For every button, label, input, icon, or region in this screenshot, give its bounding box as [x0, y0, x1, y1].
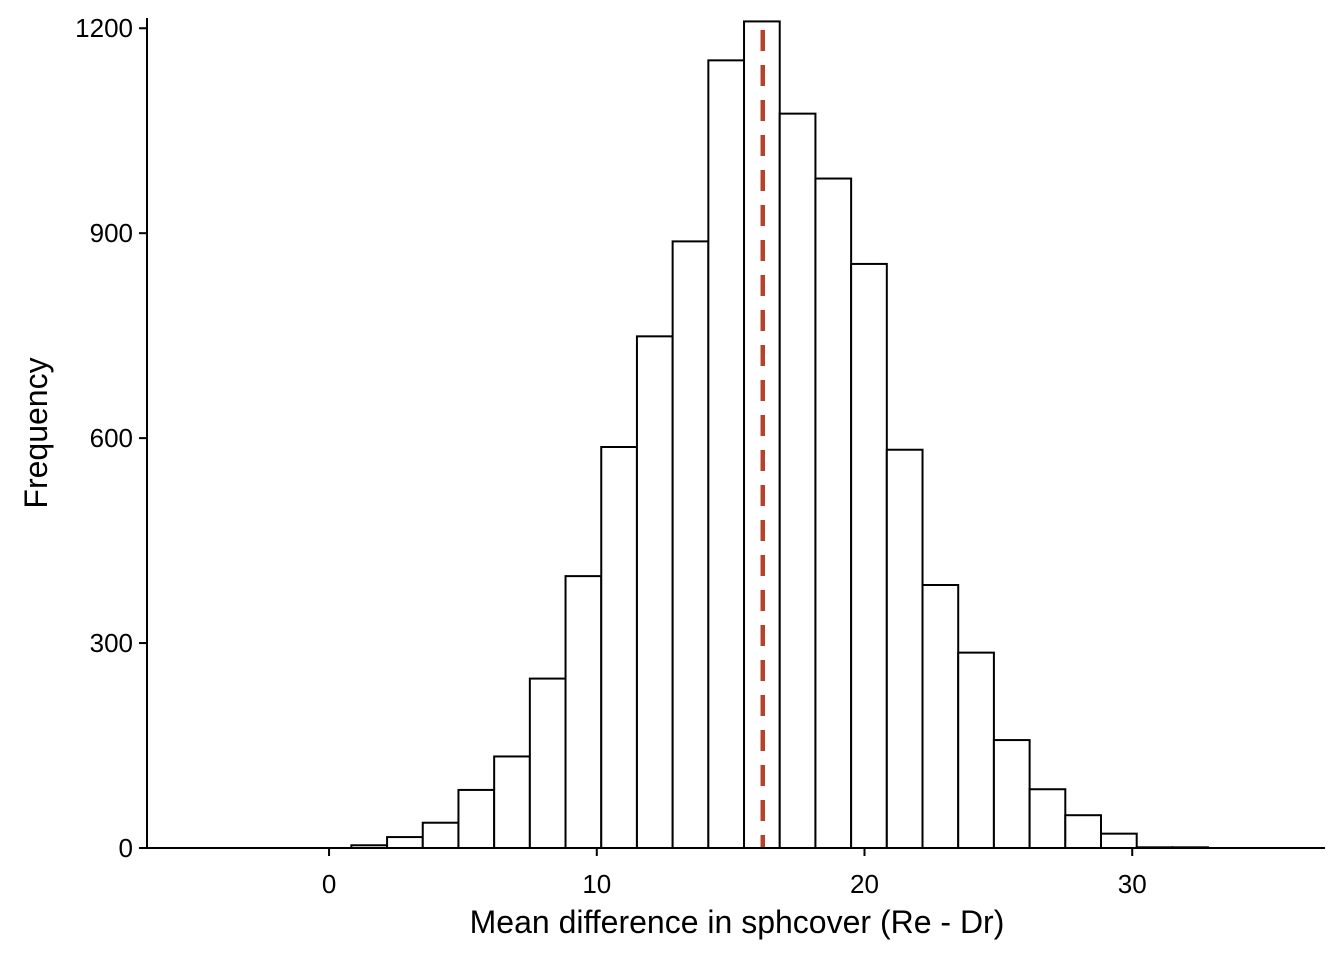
- y-tick-label: 0: [119, 833, 133, 863]
- histogram-bar: [493, 755, 531, 849]
- x-tick-label: 20: [850, 869, 879, 899]
- x-tick-label: 30: [1118, 869, 1147, 899]
- histogram-bar: [778, 112, 817, 849]
- histogram-bar: [957, 651, 995, 849]
- x-tick-label: 0: [322, 869, 336, 899]
- histogram-bar: [635, 335, 674, 849]
- x-tick-label: 10: [582, 869, 611, 899]
- histogram-bar: [921, 583, 960, 850]
- y-tick-label: 900: [90, 218, 133, 248]
- histogram-bar: [1099, 832, 1138, 849]
- histogram-bar: [386, 836, 424, 849]
- histogram-bar: [1064, 814, 1102, 850]
- histogram-bar: [421, 821, 460, 850]
- histogram-bar: [814, 177, 853, 849]
- histogram-bar: [885, 448, 924, 849]
- histogram-bar: [564, 575, 603, 849]
- histogram-bar: [457, 788, 496, 849]
- y-tick-label: 600: [90, 423, 133, 453]
- y-axis-title: Frequency: [18, 357, 54, 508]
- y-axis-ticks: 0 300 600 900 1200: [75, 13, 147, 863]
- histogram-bar: [528, 677, 567, 849]
- histogram-bar: [671, 240, 710, 850]
- y-tick-label: 300: [90, 628, 133, 658]
- x-axis-ticks: 0 10 20 30: [322, 848, 1147, 899]
- histogram-bar: [850, 262, 888, 850]
- histogram-bar: [707, 59, 746, 850]
- x-axis-title: Mean difference in sphcover (Re - Dr): [470, 904, 1005, 940]
- histogram-bar: [992, 739, 1031, 850]
- y-tick-label: 1200: [75, 13, 133, 43]
- histogram-bar: [600, 446, 638, 849]
- histogram-bar: [1028, 788, 1067, 850]
- histogram-bars: [350, 20, 1210, 850]
